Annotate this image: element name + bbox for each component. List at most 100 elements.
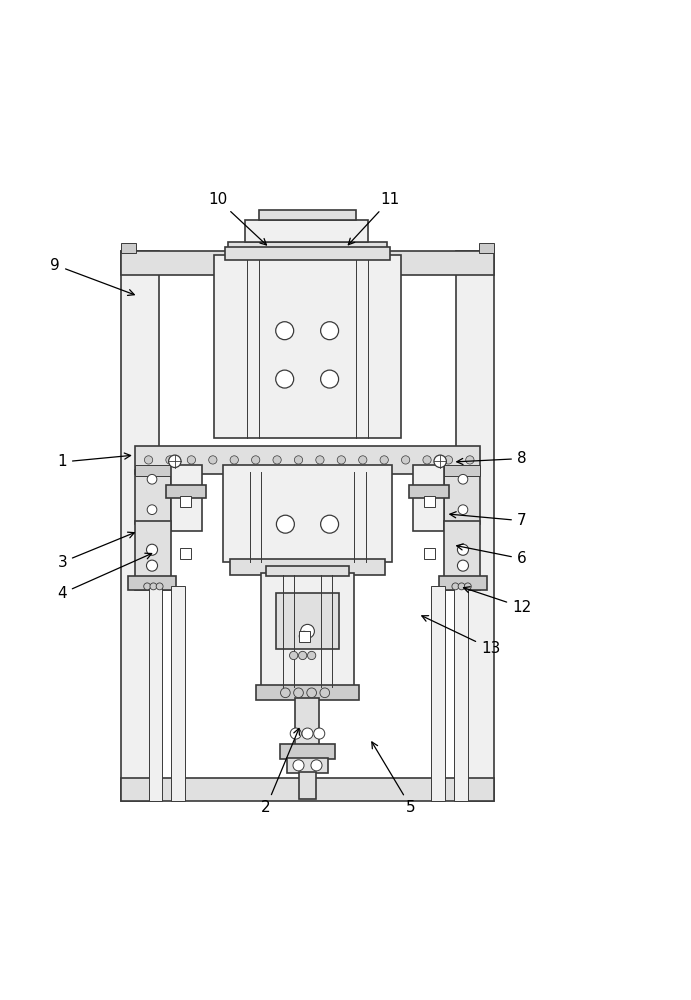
Bar: [431, 586, 445, 801]
Bar: [171, 586, 185, 801]
Circle shape: [150, 583, 157, 590]
Bar: [121, 243, 136, 253]
Bar: [180, 496, 191, 507]
Circle shape: [281, 688, 290, 698]
Text: 11: 11: [348, 192, 400, 245]
Circle shape: [321, 515, 339, 533]
Circle shape: [359, 456, 367, 464]
Circle shape: [209, 456, 217, 464]
Bar: [299, 631, 310, 642]
Circle shape: [276, 370, 294, 388]
Circle shape: [293, 760, 304, 771]
Circle shape: [290, 651, 298, 660]
Circle shape: [321, 322, 339, 340]
Bar: [479, 243, 494, 253]
Circle shape: [457, 560, 468, 571]
Circle shape: [146, 560, 158, 571]
Text: 2: 2: [261, 728, 299, 815]
Bar: [454, 586, 468, 801]
Bar: [121, 251, 159, 801]
Bar: [171, 465, 202, 531]
Circle shape: [444, 456, 453, 464]
Circle shape: [337, 456, 346, 464]
Bar: [135, 470, 171, 524]
Circle shape: [321, 370, 339, 388]
Bar: [295, 698, 319, 745]
Bar: [261, 573, 354, 687]
Bar: [276, 593, 339, 649]
Bar: [228, 242, 387, 255]
Circle shape: [466, 456, 474, 464]
Bar: [299, 772, 316, 799]
Bar: [225, 247, 390, 260]
Bar: [409, 485, 449, 498]
Circle shape: [464, 583, 471, 590]
Text: 1: 1: [57, 453, 131, 469]
Circle shape: [252, 456, 260, 464]
Circle shape: [302, 728, 313, 739]
Bar: [413, 465, 444, 531]
Text: 9: 9: [50, 258, 134, 295]
Bar: [166, 485, 206, 498]
Bar: [135, 521, 171, 590]
Circle shape: [320, 688, 330, 698]
Circle shape: [458, 583, 465, 590]
Bar: [456, 251, 494, 801]
Circle shape: [276, 515, 294, 533]
Circle shape: [144, 456, 153, 464]
Bar: [128, 576, 176, 590]
Bar: [121, 778, 494, 801]
Circle shape: [401, 456, 410, 464]
Bar: [266, 566, 349, 576]
Bar: [280, 744, 335, 759]
Text: 12: 12: [464, 587, 531, 615]
Bar: [259, 210, 356, 220]
Circle shape: [166, 456, 174, 464]
Circle shape: [273, 456, 281, 464]
Circle shape: [144, 583, 151, 590]
Text: 8: 8: [457, 451, 527, 466]
Circle shape: [230, 456, 238, 464]
Circle shape: [299, 631, 309, 641]
Circle shape: [307, 651, 316, 660]
Text: 7: 7: [450, 512, 527, 528]
Bar: [444, 470, 480, 524]
Bar: [444, 521, 480, 590]
Circle shape: [314, 728, 325, 739]
Text: 13: 13: [422, 616, 500, 656]
Bar: [135, 465, 171, 476]
Bar: [287, 758, 328, 773]
Circle shape: [146, 544, 158, 555]
Circle shape: [187, 456, 196, 464]
Bar: [135, 446, 480, 474]
Bar: [214, 255, 401, 438]
Circle shape: [423, 456, 431, 464]
Circle shape: [147, 474, 157, 484]
Bar: [230, 559, 385, 575]
Circle shape: [301, 624, 314, 638]
Bar: [439, 576, 487, 590]
Bar: [245, 220, 368, 242]
Bar: [444, 465, 480, 476]
Circle shape: [276, 322, 294, 340]
Circle shape: [434, 455, 446, 468]
Text: 6: 6: [457, 544, 527, 566]
Circle shape: [290, 728, 301, 739]
Circle shape: [452, 583, 459, 590]
Bar: [256, 685, 359, 700]
Bar: [121, 251, 494, 275]
Circle shape: [156, 583, 163, 590]
Text: 3: 3: [57, 532, 134, 570]
Bar: [180, 548, 191, 559]
Bar: [424, 548, 435, 559]
Bar: [149, 586, 162, 801]
Text: 5: 5: [372, 742, 416, 815]
Circle shape: [169, 455, 181, 468]
Text: 4: 4: [57, 553, 151, 601]
Circle shape: [458, 505, 468, 515]
Circle shape: [457, 544, 468, 555]
Circle shape: [147, 505, 157, 515]
Circle shape: [458, 474, 468, 484]
Circle shape: [299, 651, 307, 660]
Circle shape: [307, 688, 316, 698]
